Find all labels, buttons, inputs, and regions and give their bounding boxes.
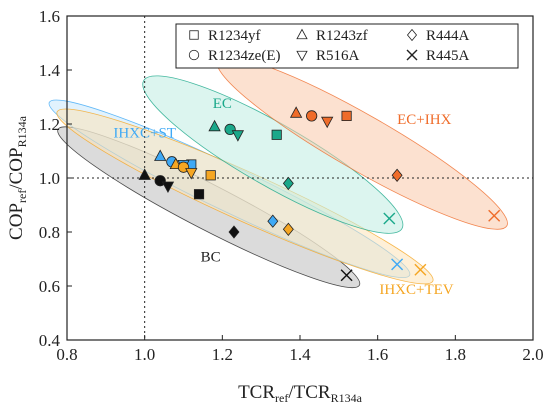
region-label-ihxc-st: IHXC+ST bbox=[113, 126, 176, 142]
point-ec-r444a bbox=[282, 176, 294, 191]
legend-marker-r1243zf bbox=[296, 28, 308, 40]
region-ellipses bbox=[48, 56, 508, 289]
data-points bbox=[138, 106, 501, 282]
point-ec-ihx-r1234yf bbox=[341, 110, 352, 121]
region-label-ihxc-tev: IHXC+TEV bbox=[379, 282, 453, 298]
point-ec-ihx-r516a bbox=[321, 116, 334, 129]
point-bc-r1234yf bbox=[193, 189, 205, 200]
legend-label-r1234yf: R1234yf bbox=[208, 28, 261, 44]
region-label-ec: EC bbox=[213, 96, 232, 112]
point-ec-ihx-r1234ze-e bbox=[306, 110, 318, 122]
point-ec-r445a bbox=[383, 212, 396, 225]
x-tick-label: 1.2 bbox=[212, 345, 233, 364]
point-ec-r1243zf bbox=[208, 119, 221, 132]
legend-marker-r445a bbox=[406, 49, 418, 61]
x-tick-label: 1.4 bbox=[289, 345, 311, 364]
point-ihxc-st-r1243zf bbox=[154, 149, 167, 161]
y-tick-label: 1.2 bbox=[39, 115, 60, 134]
point-bc-r516a bbox=[161, 181, 175, 193]
legend-label-r1234ze-e: R1234ze(E) bbox=[208, 48, 280, 64]
legend-label-r444a: R444A bbox=[426, 28, 470, 44]
x-axis-title: TCRref/TCRR134a bbox=[238, 382, 363, 405]
x-tick-label: 2.0 bbox=[522, 345, 543, 364]
point-ihxc-st-r444a bbox=[267, 214, 279, 228]
point-ihxc-tev-r1234yf bbox=[205, 170, 216, 181]
point-ec-ihx-r445a bbox=[488, 209, 501, 222]
y-tick-label: 1.0 bbox=[39, 169, 60, 188]
point-ec-r1234yf bbox=[271, 129, 282, 140]
point-bc-r444a bbox=[228, 225, 240, 239]
y-tick-label: 1.4 bbox=[39, 61, 61, 80]
legend-marker-r1234ze-e bbox=[188, 49, 200, 61]
region-labels: BC IHXC+ST IHXC+TEV EC EC+IHX bbox=[113, 96, 453, 298]
x-tick-label: 0.8 bbox=[56, 345, 77, 364]
y-axis-title: COPref/COPR134a bbox=[6, 115, 29, 240]
axis-ticks: 0.8 1.0 1.2 1.4 1.6 1.8 2.0 0.4 0.6 0.8 1.0 1.2 1.4 1… bbox=[39, 7, 544, 364]
y-tick-label: 0.8 bbox=[39, 223, 60, 242]
point-ihxc-tev-r516a bbox=[185, 168, 198, 180]
legend-marker-r444a bbox=[406, 28, 418, 42]
point-ec-ihx-r444a bbox=[391, 168, 403, 182]
point-ec-r516a bbox=[231, 130, 245, 142]
x-tick-label: 1.6 bbox=[367, 345, 388, 364]
legend-marker-r516a bbox=[296, 50, 308, 62]
legend-label-r516a: R516A bbox=[316, 48, 360, 64]
point-bc-r1243zf bbox=[138, 168, 151, 180]
point-ihxc-tev-r444a bbox=[282, 222, 294, 236]
point-ec-ihx-r1243zf bbox=[289, 106, 303, 118]
legend-box bbox=[175, 23, 519, 69]
y-tick-label: 0.4 bbox=[39, 331, 61, 350]
y-tick-label: 0.6 bbox=[39, 277, 60, 296]
y-tick-label: 1.6 bbox=[39, 7, 60, 26]
x-tick-label: 1.0 bbox=[134, 345, 155, 364]
point-ihxc-tev-r445a bbox=[414, 263, 427, 276]
x-tick-label: 1.8 bbox=[445, 345, 466, 364]
point-bc-r445a bbox=[340, 269, 353, 282]
point-ihxc-st-r445a bbox=[391, 258, 404, 271]
legend-marker-r1234yf bbox=[189, 30, 199, 40]
region-label-ec-ihx: EC+IHX bbox=[397, 112, 451, 128]
region-label-bc: BC bbox=[201, 250, 221, 266]
legend: R1234yf R1243zf R444A R1234ze(E) R516A R445A bbox=[175, 23, 519, 69]
legend-label-r1243zf: R1243zf bbox=[316, 28, 368, 44]
legend-label-r445a: R445A bbox=[426, 48, 470, 64]
